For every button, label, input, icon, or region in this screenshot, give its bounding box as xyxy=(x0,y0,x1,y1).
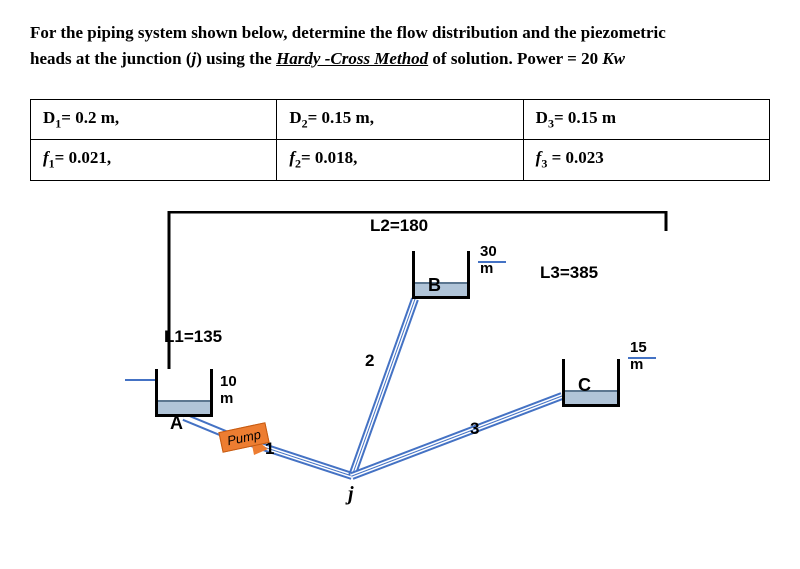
elev-line-A xyxy=(125,379,155,381)
pipe-label-p1: L1=135 xyxy=(164,327,222,347)
elev-line-B xyxy=(478,261,506,263)
problem-statement: For the piping system shown below, deter… xyxy=(30,20,770,71)
table-row: D1= 0.2 m, D2= 0.15 m, D3= 0.15 m xyxy=(31,100,770,140)
cell-d2: D2= 0.15 m, xyxy=(277,100,523,140)
table-row: f1= 0.021, f2= 0.018, f3 = 0.023 xyxy=(31,140,770,180)
elevation-B: 30 m xyxy=(480,243,497,277)
cell-f2: f2= 0.018, xyxy=(277,140,523,180)
method-name: Hardy -Cross Method xyxy=(276,49,428,68)
cell-f3: f3 = 0.023 xyxy=(523,140,769,180)
elevation-A: 10 m xyxy=(220,373,237,407)
cell-f1: f1= 0.021, xyxy=(31,140,277,180)
pump-label: Pump xyxy=(218,422,269,453)
reservoir-label-A: A xyxy=(170,413,183,434)
reservoir-label-C: C xyxy=(578,375,591,396)
pipe-num-p2: 2 xyxy=(365,351,374,371)
problem-line1: For the piping system shown below, deter… xyxy=(30,23,666,42)
reservoir-A xyxy=(155,369,213,417)
pipe-label-p3: L3=385 xyxy=(540,263,598,283)
parameters-table: D1= 0.2 m, D2= 0.15 m, D3= 0.15 m f1= 0.… xyxy=(30,99,770,181)
junction-label: j xyxy=(348,483,354,506)
elev-line-C xyxy=(628,357,656,359)
pipe-num-p3: 3 xyxy=(470,419,479,439)
pipe-label-p2: L2=180 xyxy=(370,216,428,236)
reservoir-C xyxy=(562,359,620,407)
piping-diagram: A10 mB30 mC15 mL1=1351L2=1802L3=3853jPum… xyxy=(120,211,680,531)
cell-d3: D3= 0.15 m xyxy=(523,100,769,140)
reservoir-label-B: B xyxy=(428,275,441,296)
reservoir-B xyxy=(412,251,470,299)
cell-d1: D1= 0.2 m, xyxy=(31,100,277,140)
elevation-C: 15 m xyxy=(630,339,647,373)
